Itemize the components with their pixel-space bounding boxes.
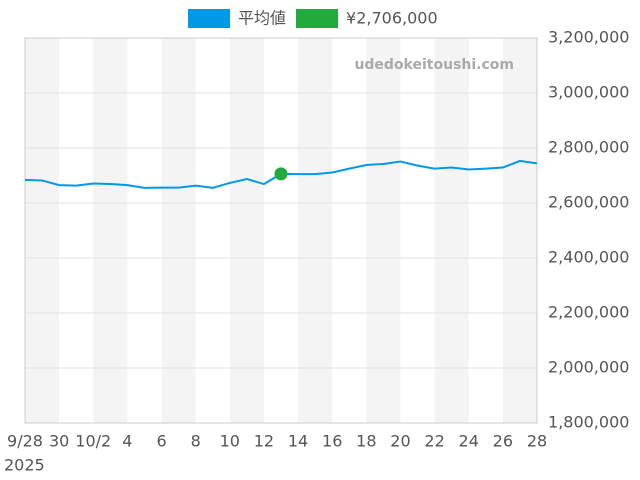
y-tick-label: 1,800,000 [548, 413, 629, 432]
legend-swatch [188, 9, 230, 28]
x-tick-label: 10 [220, 432, 240, 451]
y-tick-label: 2,000,000 [548, 358, 629, 377]
band [161, 38, 196, 423]
x-tick-label: 14 [288, 432, 308, 451]
y-tick-label: 2,400,000 [548, 248, 629, 267]
band [25, 38, 60, 423]
x-tick-label: 10/2 [75, 432, 111, 451]
band [229, 38, 264, 423]
watermark: udedokeitoushi.com [354, 57, 514, 73]
x-tick-label: 24 [459, 432, 479, 451]
plot-border [24, 37, 538, 424]
year-label: 2025 [4, 456, 45, 475]
band [366, 38, 401, 423]
x-tick-label: 30 [49, 432, 69, 451]
x-tick-label: 6 [156, 432, 166, 451]
x-tick-label: 9/28 [7, 432, 43, 451]
x-tick-label: 26 [493, 432, 513, 451]
band [93, 38, 128, 423]
legend-swatch [296, 9, 339, 28]
y-tick-label: 3,000,000 [548, 83, 629, 102]
marker [274, 167, 288, 181]
x-tick-label: 28 [527, 432, 547, 451]
band [502, 38, 537, 423]
x-tick-label: 4 [122, 432, 132, 451]
band [298, 38, 333, 423]
x-tick-label: 16 [322, 432, 342, 451]
x-tick-label: 18 [356, 432, 376, 451]
background-bands [25, 38, 537, 423]
y-tick-label: 2,600,000 [548, 193, 629, 212]
legend-label: ¥2,706,000 [346, 9, 438, 28]
band [434, 38, 469, 423]
x-tick-label: 12 [254, 432, 274, 451]
legend-label: 平均値 [238, 9, 286, 28]
y-tick-label: 2,200,000 [548, 303, 629, 322]
x-tick-label: 20 [390, 432, 410, 451]
y-tick-label: 3,200,000 [548, 28, 629, 47]
y-tick-label: 2,800,000 [548, 138, 629, 157]
x-tick-label: 22 [424, 432, 444, 451]
x-tick-label: 8 [191, 432, 201, 451]
